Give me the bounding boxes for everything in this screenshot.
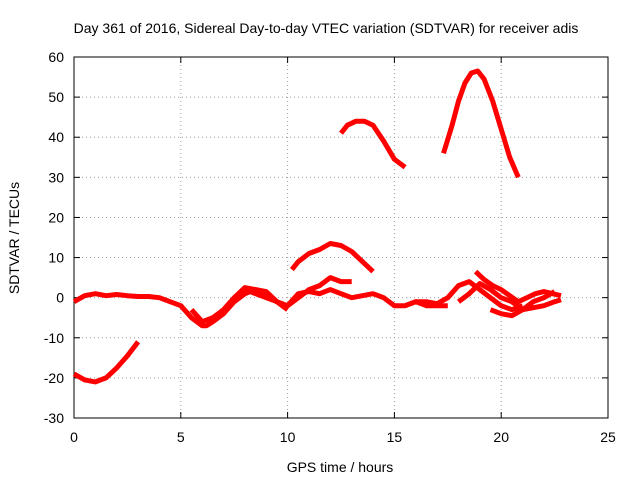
series-line-s10 — [457, 281, 562, 313]
y-axis-label: SDTVAR / TECUs — [6, 182, 22, 294]
x-tick-label: 25 — [600, 429, 616, 445]
plot-frame — [73, 56, 609, 419]
series-line-s8 — [441, 68, 521, 179]
x-tick-label: 0 — [70, 429, 78, 445]
x-tick-label: 15 — [387, 429, 403, 445]
y-tick-label: 30 — [48, 169, 64, 185]
series-group — [72, 68, 562, 385]
series-line-s7 — [339, 118, 407, 170]
series-line-s11 — [473, 269, 562, 305]
series-line-s9 — [404, 279, 524, 313]
y-tick-label: 60 — [48, 49, 64, 65]
y-tick-label: 0 — [56, 290, 64, 306]
y-tick-label: 20 — [48, 209, 64, 225]
grid — [74, 57, 608, 418]
x-tick-label: 10 — [280, 429, 296, 445]
chart-title: Day 361 of 2016, Sidereal Day-to-day VTE… — [74, 20, 579, 36]
y-tick-label: 10 — [48, 250, 64, 266]
x-axis-label: GPS time / hours — [287, 459, 394, 475]
x-tick-label: 5 — [177, 429, 185, 445]
x-tick-label: 20 — [493, 429, 509, 445]
y-tick-label: -20 — [44, 370, 64, 386]
x-axis-ticks: 0 5 10 15 20 25 — [70, 57, 616, 445]
series-line-s12 — [489, 289, 556, 319]
y-tick-label: 40 — [48, 129, 64, 145]
y-tick-label: -30 — [44, 410, 64, 426]
y-axis-ticks: -30 -20 -10 0 10 20 30 40 50 60 — [44, 49, 608, 426]
y-tick-label: -10 — [44, 330, 64, 346]
series-line-s2 — [72, 340, 141, 385]
series-line-s6 — [289, 241, 375, 274]
y-tick-label: 50 — [48, 89, 64, 105]
